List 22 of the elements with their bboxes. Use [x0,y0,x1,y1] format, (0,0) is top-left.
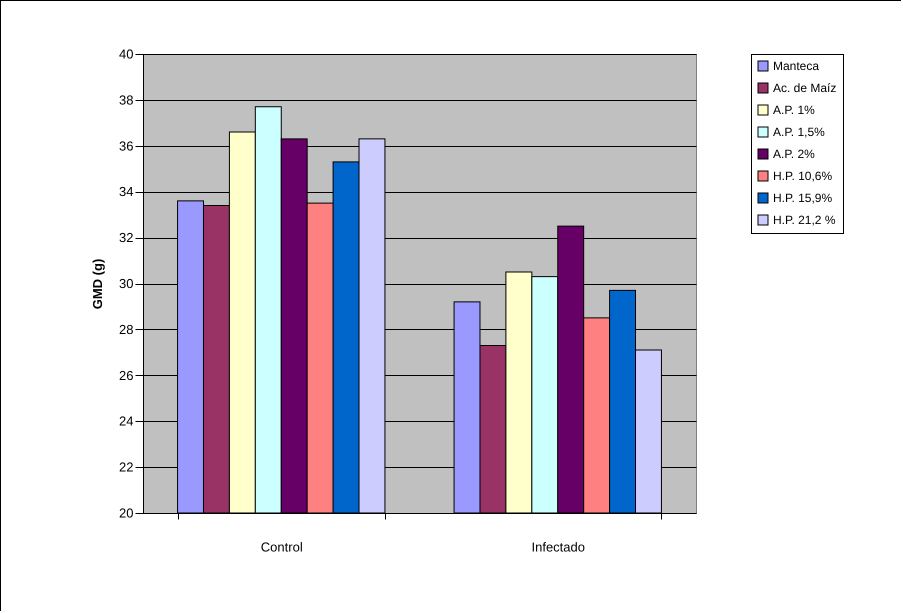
y-tick-label: 28 [119,322,134,337]
y-tick-label: 22 [119,460,134,475]
x-tick-label: Control [260,540,303,554]
y-tick-label: 40 [119,46,134,62]
legend-label: A.P. 2% [773,147,816,161]
legend-label: A.P. 1,5% [773,125,826,139]
x-tick-label: Infectado [532,540,585,554]
y-axis-title: GMD (g) [90,258,106,310]
y-tick-label: 34 [119,184,134,200]
y-tick-label: 32 [119,230,134,246]
legend-label: H.P. 21,2 % [773,213,836,227]
y-tick-label: 30 [119,276,134,291]
legend-label: Manteca [773,59,820,73]
legend-label: H.P. 10,6% [773,169,832,183]
legend-label: Ac. de Maíz [773,81,836,95]
y-tick-label: 20 [119,506,134,520]
legend-label: A.P. 1% [773,103,816,117]
y-tick-label: 36 [119,138,134,154]
y-tick-label: 24 [119,414,134,429]
y-tick-label: 38 [119,92,134,108]
y-tick-label: 26 [119,368,134,383]
legend-label: H.P. 15,9% [773,191,832,205]
